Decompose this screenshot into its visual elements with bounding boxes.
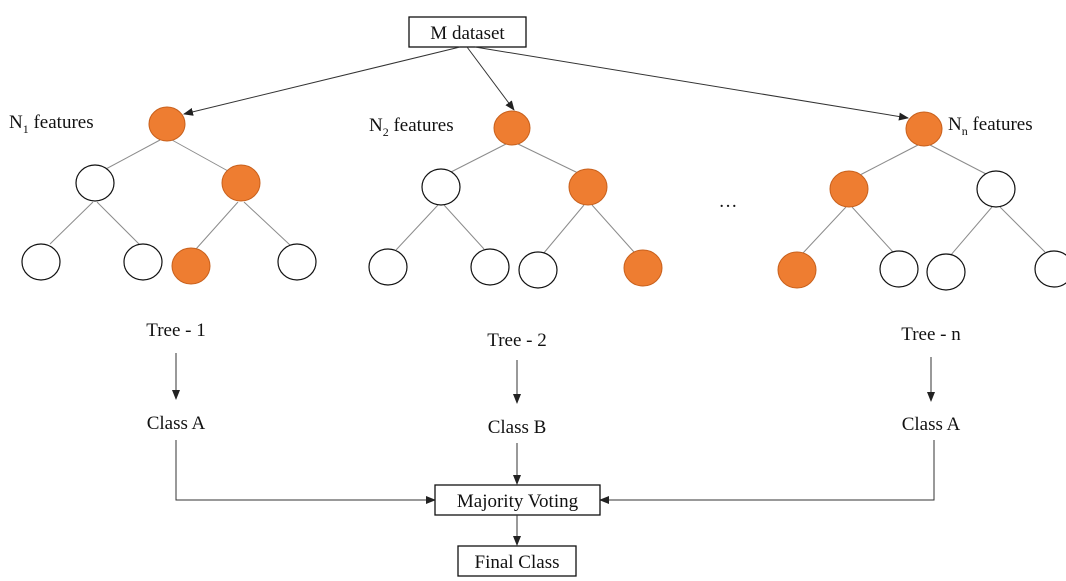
tree-2-features-label: N2 features xyxy=(369,115,454,139)
tree-1 xyxy=(21,106,317,285)
majority-voting-box: Majority Voting xyxy=(434,484,601,516)
final-class-label: Final Class xyxy=(475,552,560,573)
tree-2-node xyxy=(421,168,461,206)
tree-n-node xyxy=(829,170,869,208)
tree-2-name: Tree - 2 xyxy=(487,330,546,351)
tree-1-leaf xyxy=(171,247,211,285)
dataset-box: M dataset xyxy=(408,16,527,48)
tree-n-name: Tree - n xyxy=(901,324,961,345)
arrow-dataset-to-tree-2 xyxy=(466,46,515,111)
arrow-dataset-to-tree-1 xyxy=(183,46,461,116)
tree-n-leaf xyxy=(1034,250,1066,288)
tree-2-leaf xyxy=(518,251,558,289)
tree-1-leaf xyxy=(21,243,61,281)
majority-voting-label: Majority Voting xyxy=(457,491,579,512)
tree-2 xyxy=(368,110,663,289)
tree-2-leaf xyxy=(623,249,663,287)
tree-1-leaf xyxy=(123,243,163,281)
tree-n-leaf xyxy=(926,253,966,291)
more-trees-ellipsis: ··· xyxy=(719,196,738,217)
tree-1-class-label: Class A xyxy=(147,413,206,434)
arrow-class-n-to-vote xyxy=(599,440,935,504)
tree-1-node xyxy=(221,164,261,202)
tree-2-class-label: Class B xyxy=(488,417,547,438)
tree-n-features-label: Nn features xyxy=(948,114,1033,138)
tree-1-leaf xyxy=(277,243,317,281)
tree-n-class-label: Class A xyxy=(902,414,961,435)
tree-2-node xyxy=(568,168,608,206)
tree-1-node xyxy=(75,164,115,202)
tree-n-node xyxy=(976,170,1016,208)
tree-n-leaf xyxy=(879,250,919,288)
tree-2-leaf xyxy=(368,248,408,286)
tree-n xyxy=(777,111,1066,291)
tree-2-leaf xyxy=(470,248,510,286)
tree-2-root-node xyxy=(493,110,531,146)
tree-n-root-node xyxy=(905,111,943,147)
tree-1-root-node xyxy=(148,106,186,142)
arrow-class-1-to-vote xyxy=(175,440,436,504)
tree-1-features-label: N1 features xyxy=(9,112,94,136)
dataset-label: M dataset xyxy=(430,23,505,44)
tree-n-leaf xyxy=(777,251,817,289)
final-class-box: Final Class xyxy=(457,545,577,577)
arrow-dataset-to-tree-n xyxy=(474,46,909,121)
tree-1-name: Tree - 1 xyxy=(146,320,205,341)
